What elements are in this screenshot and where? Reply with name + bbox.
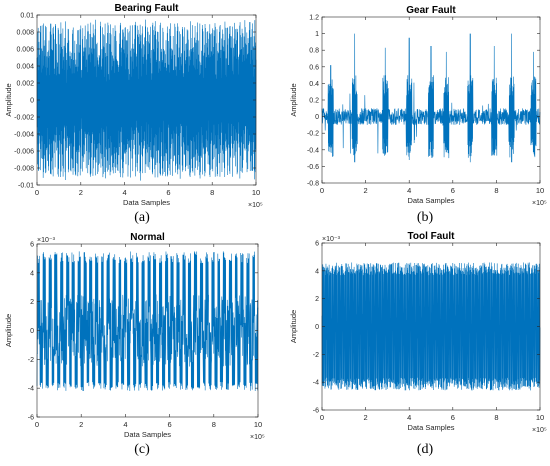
y-tick-label: 0.008 bbox=[16, 30, 34, 37]
x-tick-label: 8 bbox=[494, 413, 498, 422]
y-tick-label: 1.2 bbox=[309, 15, 319, 22]
y-tick-label: 0.6 bbox=[309, 64, 319, 71]
x-tick-label: 8 bbox=[210, 188, 214, 197]
x-axis-label: Data Samples bbox=[407, 196, 454, 205]
x-axis-label: Data Samples bbox=[407, 423, 454, 432]
x-tick-label: 4 bbox=[407, 186, 411, 195]
x-tick-label: 8 bbox=[494, 186, 498, 195]
chart-title: Normal bbox=[130, 232, 165, 243]
y-tick-label: 4 bbox=[30, 270, 34, 277]
y-tick-label: 2 bbox=[315, 296, 319, 303]
y-tick-label: 0.8 bbox=[309, 48, 319, 55]
x-tick-label: 6 bbox=[166, 188, 170, 197]
x-tick-label: 2 bbox=[364, 186, 368, 195]
y-tick-label: -2 bbox=[28, 357, 34, 364]
y-tick-label: 0 bbox=[30, 328, 34, 335]
y-exponent-label: ×10⁻³ bbox=[37, 237, 56, 244]
signal-line bbox=[321, 262, 541, 391]
x-tick-label: 2 bbox=[79, 188, 83, 197]
x-tick-label: 10 bbox=[254, 420, 262, 429]
y-tick-label: 0 bbox=[315, 324, 319, 331]
y-tick-label: 0.01 bbox=[20, 13, 34, 20]
y-tick-label: -0.8 bbox=[307, 181, 319, 188]
x-tick-label: 6 bbox=[451, 186, 455, 195]
y-tick-label: -0.002 bbox=[14, 115, 34, 122]
x-tick-label: 0 bbox=[35, 188, 39, 197]
x-tick-label: 4 bbox=[123, 188, 127, 197]
y-exponent-label: ×10⁻³ bbox=[322, 236, 341, 243]
y-tick-label: 2 bbox=[30, 299, 34, 306]
y-tick-label: 4 bbox=[315, 268, 319, 275]
y-tick-label: 6 bbox=[30, 242, 34, 249]
x-tick-label: 10 bbox=[252, 188, 260, 197]
y-tick-label: 1 bbox=[315, 31, 319, 38]
signal-line bbox=[36, 19, 257, 181]
y-tick-label: -4 bbox=[28, 386, 34, 393]
x-tick-label: 0 bbox=[320, 186, 324, 195]
y-tick-label: 0.006 bbox=[16, 47, 34, 54]
y-tick-label: 0.4 bbox=[309, 81, 319, 88]
y-tick-label: -0.01 bbox=[18, 183, 34, 190]
x-tick-label: 6 bbox=[451, 413, 455, 422]
x-axis-label: Data Samples bbox=[124, 430, 171, 439]
y-tick-label: -0.004 bbox=[14, 132, 34, 139]
panel-label-a: (a) bbox=[134, 210, 150, 225]
x-tick-label: 4 bbox=[407, 413, 411, 422]
y-tick-label: -4 bbox=[313, 380, 319, 387]
y-tick-label: -0.2 bbox=[307, 131, 319, 138]
chart-title: Tool Fault bbox=[407, 231, 455, 242]
x-exponent-label: ×10⁵ bbox=[248, 202, 263, 209]
y-tick-label: 0.2 bbox=[309, 98, 319, 105]
chart-title: Gear Fault bbox=[406, 5, 456, 16]
signal-line bbox=[321, 33, 541, 163]
panel-label-b: (b) bbox=[416, 210, 434, 225]
y-tick-label: -0.6 bbox=[307, 164, 319, 171]
x-axis-label: Data Samples bbox=[123, 198, 170, 207]
x-tick-label: 10 bbox=[536, 186, 544, 195]
chart-2: 0 2 4 6 8 10 -0.8 -0.6 -0.4 -0.2 0 0.2 0.4 0.6 0.8 1 1.2… bbox=[289, 5, 547, 207]
x-tick-label: 6 bbox=[168, 420, 172, 429]
y-tick-label: 6 bbox=[315, 241, 319, 248]
x-tick-label: 8 bbox=[212, 420, 216, 429]
y-axis-label: Amplitude bbox=[4, 83, 13, 116]
x-exponent-label: ×10⁵ bbox=[532, 200, 547, 207]
x-tick-label: 0 bbox=[35, 420, 39, 429]
y-tick-label: -0.4 bbox=[307, 147, 319, 154]
x-tick-label: 2 bbox=[79, 420, 83, 429]
y-tick-label: -0.006 bbox=[14, 149, 34, 156]
y-tick-label: -0.008 bbox=[14, 166, 34, 173]
y-axis-label: Amplitude bbox=[289, 310, 298, 343]
chart-title: Bearing Fault bbox=[115, 3, 180, 14]
x-exponent-label: ×10⁵ bbox=[532, 427, 547, 434]
chart-3: 0 2 4 6 8 10 -6 -4 -2 0 2 4 6 Normal Data Samples Ampli… bbox=[4, 232, 265, 441]
panel-label-d: (d) bbox=[416, 442, 434, 457]
x-exponent-label: ×10⁵ bbox=[250, 434, 265, 441]
y-tick-label: -2 bbox=[313, 352, 319, 359]
y-axis-label: Amplitude bbox=[4, 314, 13, 347]
y-tick-label: 0.004 bbox=[16, 64, 34, 71]
x-tick-label: 4 bbox=[123, 420, 127, 429]
panel-label-c: (c) bbox=[134, 442, 150, 457]
y-tick-label: 0 bbox=[30, 98, 34, 105]
y-tick-label: -6 bbox=[313, 408, 319, 415]
y-tick-label: 0 bbox=[315, 114, 319, 121]
x-tick-label: 10 bbox=[536, 413, 544, 422]
y-tick-label: 0.002 bbox=[16, 81, 34, 88]
chart-4: 0 2 4 6 8 10 -6 -4 -2 0 2 4 6 Tool Fault Data Samples A… bbox=[289, 231, 547, 434]
signal-line bbox=[36, 251, 259, 392]
x-tick-label: 2 bbox=[364, 413, 368, 422]
x-tick-label: 0 bbox=[320, 413, 324, 422]
y-axis-label: Amplitude bbox=[289, 83, 298, 116]
chart-1: 0 2 4 6 8 10 -0.01 -0.008 -0.006 -0.004 -0.002 0 0.0… bbox=[4, 3, 263, 209]
y-tick-label: -6 bbox=[28, 415, 34, 422]
